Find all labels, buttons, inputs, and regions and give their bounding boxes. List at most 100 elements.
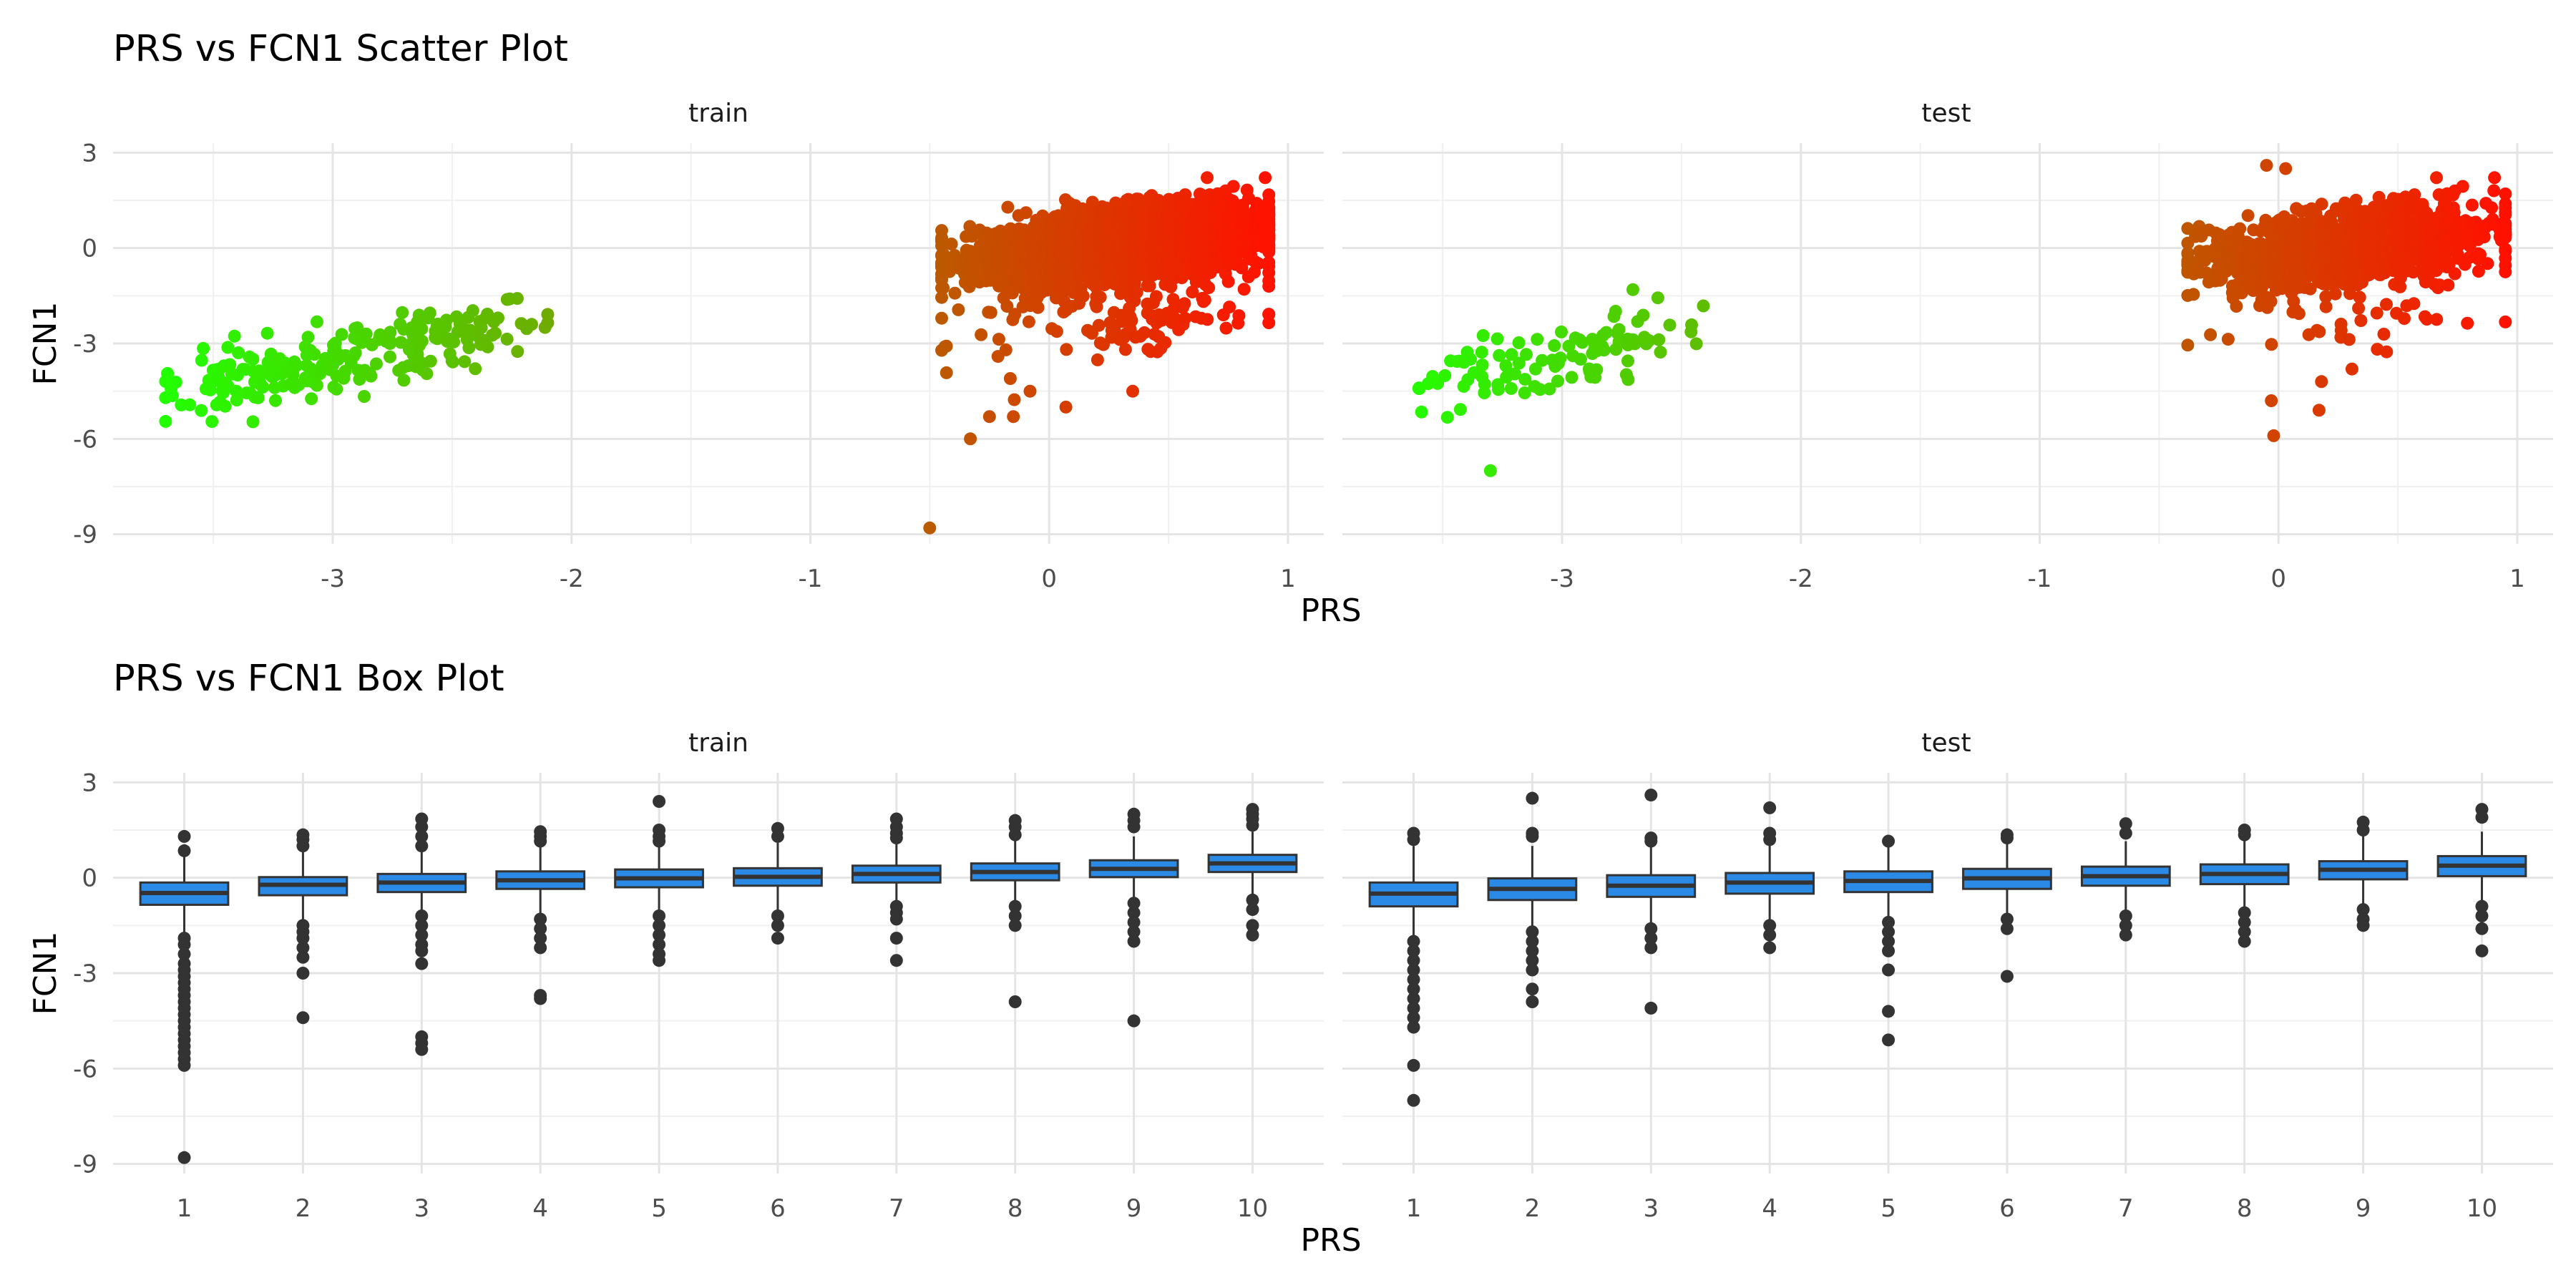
y-tick-label: -6 xyxy=(73,1055,97,1083)
outlier-point xyxy=(1127,897,1141,910)
outlier-point xyxy=(296,967,310,980)
scatter-point xyxy=(1651,291,1664,305)
outlier-point xyxy=(889,954,903,967)
scatter-point xyxy=(415,334,429,348)
x-tick-label: 1 xyxy=(2509,565,2525,593)
box-x-axis-label: PRS xyxy=(1300,1222,1361,1259)
x-tick-label: 1 xyxy=(1406,1194,1422,1223)
scatter-point xyxy=(2430,313,2444,326)
outlier-point xyxy=(2119,928,2132,942)
scatter-point xyxy=(2221,333,2235,346)
outlier-point xyxy=(1407,1058,1420,1072)
x-tick-label: 5 xyxy=(651,1194,667,1223)
scatter-point xyxy=(1551,374,1564,388)
scatter-point xyxy=(2349,193,2363,207)
scatter-point xyxy=(1663,318,1677,332)
scatter-point xyxy=(327,380,341,394)
scatter-point xyxy=(2181,246,2195,260)
scatter-point xyxy=(1475,358,1489,372)
outlier-point xyxy=(1127,925,1141,939)
outlier-point xyxy=(2119,826,2132,840)
scatter-point xyxy=(2465,198,2479,212)
scatter-point xyxy=(243,350,256,364)
scatter-point xyxy=(1612,323,1626,336)
outlier-point xyxy=(1246,919,1259,932)
scatter-point xyxy=(2380,298,2393,311)
outlier-point xyxy=(653,919,666,932)
scatter-point xyxy=(273,352,286,366)
outlier-point xyxy=(534,922,547,935)
scatter-point xyxy=(2442,258,2456,271)
x-tick-label: -1 xyxy=(799,565,823,593)
scatter-point xyxy=(2472,265,2485,278)
scatter-point xyxy=(952,303,965,316)
outlier-point xyxy=(653,928,666,942)
outlier-point xyxy=(1526,829,1539,843)
scatter-point xyxy=(2394,280,2407,293)
box-1 xyxy=(139,829,230,1164)
outlier-point xyxy=(1763,833,1777,847)
outlier-point xyxy=(177,1058,191,1072)
outlier-point xyxy=(415,919,429,932)
x-tick-label: 10 xyxy=(1237,1194,1268,1223)
scatter-point xyxy=(992,333,1005,346)
scatter-point xyxy=(2420,313,2434,326)
scatter-point xyxy=(1504,381,1518,395)
scatter-point xyxy=(1259,171,1272,185)
scatter-point xyxy=(2334,323,2348,337)
scatter-point xyxy=(1262,274,1276,288)
outlier-point xyxy=(1882,944,1896,957)
outlier-point xyxy=(177,844,191,857)
scatter-point xyxy=(1076,289,1090,303)
scatter-point xyxy=(161,366,175,380)
scatter-point xyxy=(243,386,257,400)
box-4 xyxy=(1724,801,1815,955)
outlier-point xyxy=(2475,944,2489,957)
box-panel-test: 1 2 3 4 5 6 7 8 9 10 xyxy=(1342,773,2553,1223)
scatter-point xyxy=(221,341,235,354)
scatter-point xyxy=(396,306,409,319)
scatter-point xyxy=(500,293,514,306)
scatter-point xyxy=(348,331,361,344)
scatter-point xyxy=(1022,315,1035,328)
scatter-point xyxy=(1621,354,1634,368)
scatter-point xyxy=(2474,248,2487,261)
scatter-point xyxy=(304,362,318,376)
outlier-point xyxy=(1407,954,1420,967)
scatter-point xyxy=(520,322,534,336)
outlier-point xyxy=(534,834,547,848)
outlier-point xyxy=(2000,831,2014,845)
outlier-point xyxy=(177,829,191,843)
scatter-point xyxy=(205,415,219,429)
outlier-point xyxy=(1526,791,1539,805)
box-9 xyxy=(2318,815,2409,932)
outlier-point xyxy=(1127,935,1141,948)
outlier-point xyxy=(296,950,310,964)
scatter-point xyxy=(260,326,274,340)
scatter-point xyxy=(2292,307,2306,321)
outlier-point xyxy=(534,932,547,945)
scatter-point xyxy=(1232,309,1246,323)
scatter-point xyxy=(1518,386,1531,399)
outlier-point xyxy=(2000,912,2014,926)
outlier-point xyxy=(889,932,903,945)
scatter-point xyxy=(1198,293,1211,307)
scatter-point xyxy=(1551,356,1565,370)
outlier-point xyxy=(653,834,666,848)
x-tick-label: -2 xyxy=(560,565,584,593)
scatter-point xyxy=(330,369,343,383)
outlier-point xyxy=(2000,922,2014,935)
outlier-point xyxy=(1882,963,1896,977)
outlier-point xyxy=(296,1011,310,1025)
outlier-point xyxy=(1008,899,1022,913)
scatter-point xyxy=(1237,283,1251,296)
scatter-point xyxy=(305,392,318,406)
scatter-point xyxy=(1491,332,1504,346)
scatter-point xyxy=(982,410,996,424)
box-10 xyxy=(1207,803,1298,942)
scatter-point xyxy=(394,336,408,349)
scatter-point xyxy=(1226,180,1240,193)
box-title: PRS vs FCN1 Box Plot xyxy=(113,658,504,700)
scatter-point xyxy=(442,332,456,346)
